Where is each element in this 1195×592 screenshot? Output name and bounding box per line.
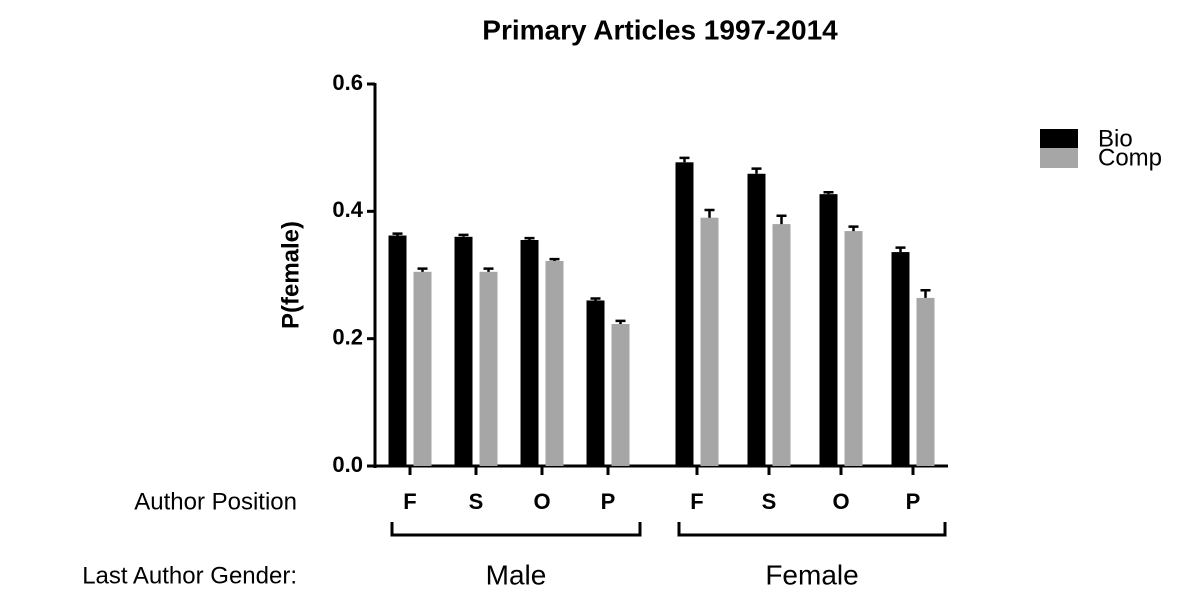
- y-tick-label: 0.4: [332, 197, 363, 222]
- group-bracket: [390, 522, 642, 537]
- bar: [454, 236, 473, 466]
- x-tick-label: O: [832, 489, 849, 514]
- x-tick-label: O: [533, 489, 550, 514]
- group-label: Female: [765, 559, 858, 590]
- y-tick-label: 0.2: [332, 324, 363, 349]
- bar: [772, 224, 791, 466]
- group-label: Male: [486, 559, 547, 590]
- bar: [520, 239, 539, 466]
- bar: [586, 300, 605, 466]
- error-bar: [458, 233, 469, 237]
- bar: [891, 252, 910, 466]
- error-bar: [615, 319, 626, 325]
- y-tick-label: 0.0: [332, 452, 363, 477]
- bar: [479, 271, 498, 466]
- x-tick-label: S: [469, 489, 484, 514]
- bar: [388, 235, 407, 466]
- error-bar: [848, 225, 859, 232]
- bar: [844, 231, 863, 466]
- error-bar: [590, 297, 601, 301]
- error-bar: [776, 214, 787, 225]
- group-axis-label: Last Author Gender:: [82, 562, 297, 589]
- error-bar: [895, 246, 906, 253]
- x-tick-label: F: [690, 489, 703, 514]
- bar: [611, 324, 630, 466]
- bar: [413, 271, 432, 466]
- bar: [916, 297, 935, 466]
- legend-label: Comp: [1098, 144, 1162, 171]
- error-bar: [920, 289, 931, 298]
- y-axis-label: P(female): [277, 221, 304, 329]
- error-bar: [704, 208, 715, 218]
- x-tick-label: P: [906, 489, 921, 514]
- error-bar: [751, 167, 762, 174]
- x-tick-label: F: [403, 489, 416, 514]
- legend-swatch: [1040, 129, 1078, 149]
- error-bar: [524, 236, 535, 240]
- error-bar: [549, 257, 560, 261]
- x-axis-label: Author Position: [134, 488, 297, 515]
- bar: [545, 260, 564, 466]
- error-bar: [392, 232, 403, 236]
- bar: [675, 162, 694, 466]
- x-tick-label: P: [601, 489, 616, 514]
- legend-swatch: [1040, 148, 1078, 168]
- error-bar: [483, 267, 494, 272]
- y-tick-label: 0.6: [332, 70, 363, 95]
- bar: [819, 194, 838, 467]
- chart-title: Primary Articles 1997-2014: [482, 14, 838, 45]
- x-tick-label: S: [762, 489, 777, 514]
- bar: [747, 173, 766, 466]
- legend-label: Bio: [1098, 125, 1133, 152]
- error-bar: [823, 190, 834, 195]
- group-bracket: [677, 522, 947, 537]
- error-bar: [417, 267, 428, 272]
- bar: [700, 217, 719, 466]
- error-bar: [679, 156, 690, 163]
